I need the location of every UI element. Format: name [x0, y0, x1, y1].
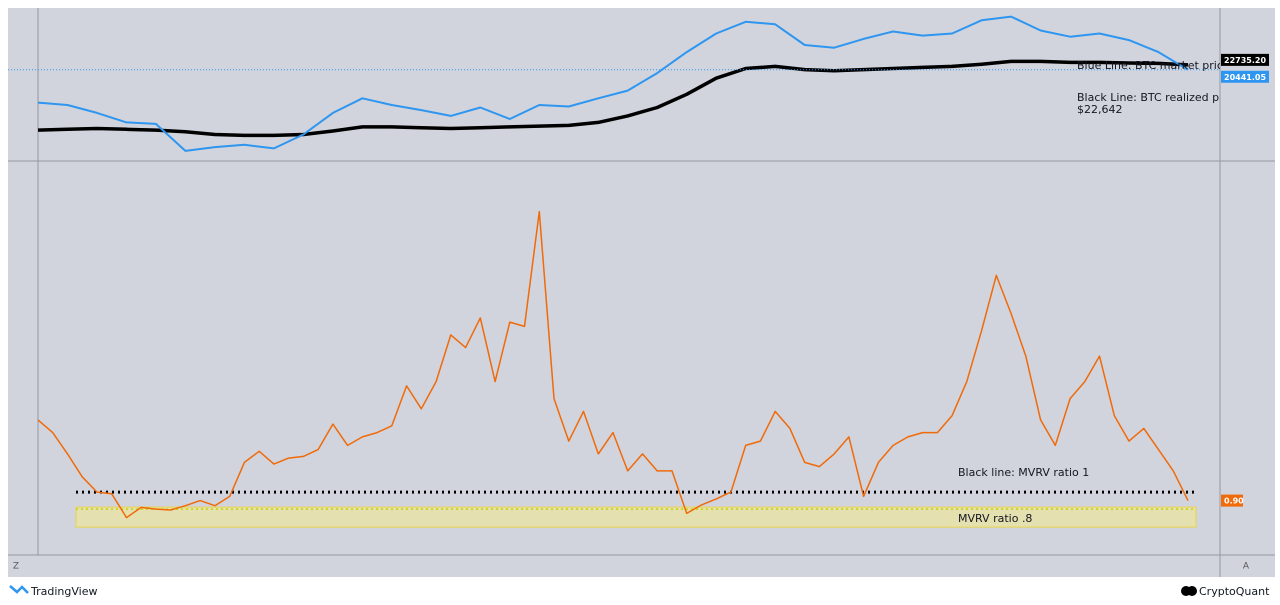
series-line: [37, 15, 1189, 152]
reference-label: MVRV ratio .8: [958, 512, 1032, 525]
price-tag-label: 20441.05: [1224, 73, 1266, 82]
annotation: $22,642: [1077, 103, 1123, 116]
tradingview-logo: [9, 585, 29, 594]
price-tag-label: 0.90: [1224, 497, 1244, 506]
highlight-band: [75, 506, 1197, 528]
reference-label: Black line: MVRV ratio 1: [958, 466, 1089, 479]
brand-left: TradingView: [30, 585, 97, 598]
corner-label: A: [1243, 562, 1250, 572]
background: [8, 8, 1275, 577]
corner-label: Z: [13, 562, 19, 572]
series-line: [37, 59, 1189, 138]
brand-right: CryptoQuant: [1199, 585, 1270, 598]
cryptoquant-logo: [1187, 586, 1197, 596]
annotation: Black Line: BTC realized price: [1077, 91, 1240, 104]
price-tag: [1221, 53, 1269, 66]
annotation: Blue Line: BTC market price: [1077, 59, 1230, 72]
series-line: [37, 210, 1189, 519]
pane: Black line: MVRV ratio 1 MVRV ratio .8: [37, 210, 1197, 528]
price-tag: [1221, 70, 1269, 83]
pane: Blue Line: BTC market price Black Line: B…: [37, 15, 1240, 152]
price-tag: [1221, 494, 1243, 507]
price-tag-label: 22735.20: [1224, 56, 1266, 65]
